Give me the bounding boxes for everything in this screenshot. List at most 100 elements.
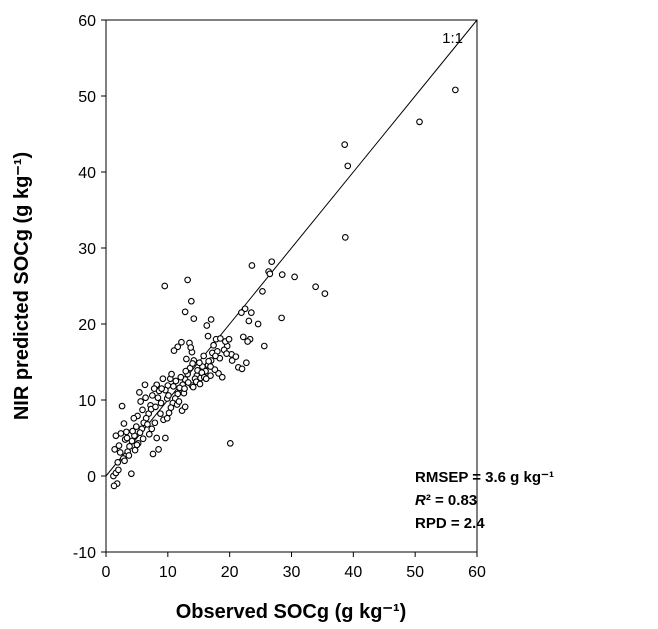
data-point (151, 419, 159, 427)
data-point (238, 309, 245, 316)
data-point (344, 162, 352, 170)
data-point (123, 428, 130, 436)
data-point (268, 258, 276, 266)
data-point (218, 373, 226, 381)
data-point (321, 290, 329, 297)
data-point (172, 377, 180, 385)
data-point (187, 344, 195, 351)
data-point (175, 398, 183, 405)
data-point (121, 457, 128, 465)
x-tick-label: 0 (102, 564, 111, 581)
y-tick-label: 50 (78, 89, 96, 106)
data-point (416, 118, 423, 126)
data-point (170, 347, 178, 354)
data-point (154, 394, 162, 402)
x-tick-label: 30 (283, 564, 301, 581)
y-tick-label: 10 (78, 393, 96, 410)
data-point (226, 439, 234, 447)
data-point (136, 429, 144, 437)
data-point (181, 403, 189, 411)
data-point (182, 367, 190, 375)
data-point (112, 432, 120, 440)
data-point (128, 437, 136, 445)
x-tick-label: 40 (344, 564, 362, 581)
data-point (163, 414, 171, 422)
data-point (139, 406, 146, 414)
rmsep-annotation: RMSEP = 3.6 g kg⁻¹ (415, 469, 554, 486)
data-point (178, 338, 185, 346)
y-tick-label: 20 (78, 317, 96, 334)
data-point (148, 425, 156, 433)
y-tick-label: 30 (78, 241, 96, 258)
data-point (341, 234, 349, 241)
data-point (223, 350, 230, 357)
data-point (245, 317, 253, 325)
data-point (165, 409, 173, 417)
data-point (165, 392, 172, 399)
data-point (149, 450, 157, 458)
data-point (168, 370, 175, 378)
data-points (110, 86, 459, 490)
one-to-one-label: 1:1 (442, 30, 463, 47)
data-point (126, 443, 133, 450)
data-point (114, 458, 122, 466)
data-point (125, 452, 133, 459)
data-point (238, 365, 246, 373)
r2-value: ² = 0.83 (426, 492, 477, 509)
data-point (243, 359, 250, 367)
data-point (312, 283, 319, 291)
data-point (278, 314, 285, 322)
data-point (149, 392, 156, 399)
data-point (187, 297, 195, 305)
y-tick-label: -10 (73, 545, 96, 562)
data-point (177, 373, 185, 381)
data-point (141, 381, 149, 389)
data-point (225, 335, 233, 343)
data-point (170, 382, 177, 390)
data-point (196, 380, 204, 388)
data-point (217, 335, 224, 342)
y-tick-label: 40 (78, 165, 96, 182)
data-point (210, 341, 217, 349)
data-point (110, 482, 118, 490)
data-point (145, 430, 153, 438)
data-point (130, 414, 138, 422)
r2-annotation: R² = 0.83 (415, 492, 477, 509)
data-point (207, 316, 215, 323)
data-point (123, 434, 131, 442)
y-tick-label: 60 (78, 13, 96, 30)
data-point (202, 375, 210, 383)
data-point (207, 363, 214, 370)
data-point (204, 332, 212, 340)
x-tick-label: 50 (406, 564, 424, 581)
data-point (181, 308, 189, 316)
data-point (239, 333, 247, 341)
data-point (232, 353, 240, 361)
data-point (157, 399, 165, 407)
data-point (189, 360, 196, 367)
data-point (153, 434, 161, 442)
data-point (203, 322, 211, 329)
data-point (129, 427, 136, 435)
one-to-one-line (105, 19, 478, 477)
y-tick-label: 0 (87, 469, 96, 486)
x-tick-label: 10 (159, 564, 177, 581)
data-point (341, 141, 349, 148)
y-axis-ticks: -10 0 10 20 30 40 50 60 (73, 13, 106, 562)
data-point (291, 273, 298, 281)
data-point (115, 466, 122, 474)
data-point (244, 338, 251, 345)
data-point (452, 86, 459, 94)
data-point (248, 262, 256, 269)
data-point (162, 434, 169, 442)
data-point (278, 271, 286, 278)
data-point (190, 315, 198, 323)
data-point (212, 352, 219, 360)
rpd-annotation: RPD = 2.4 (415, 515, 485, 532)
data-point (142, 394, 149, 402)
data-point (161, 282, 169, 290)
x-tick-label: 20 (221, 564, 239, 581)
data-point (205, 357, 212, 365)
data-point (207, 372, 214, 380)
data-point (136, 389, 143, 396)
